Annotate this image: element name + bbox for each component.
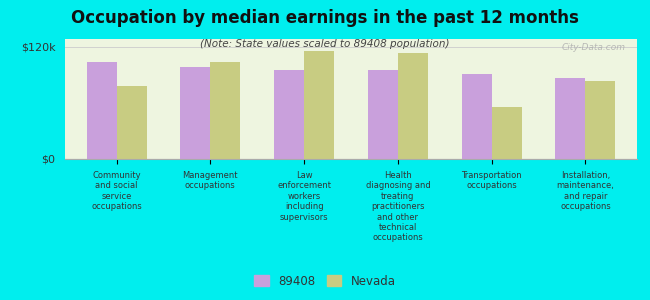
Bar — [116, 86, 147, 159]
Bar — [368, 70, 398, 159]
Text: Health
diagnosing and
treating
practitioners
and other
technical
occupations: Health diagnosing and treating practitio… — [365, 171, 430, 242]
Text: Occupation by median earnings in the past 12 months: Occupation by median earnings in the pas… — [71, 9, 579, 27]
Text: Installation,
maintenance,
and repair
occupations: Installation, maintenance, and repair oc… — [556, 171, 614, 211]
Bar — [86, 62, 116, 159]
Bar — [274, 70, 304, 159]
Bar — [304, 51, 334, 159]
Bar — [586, 81, 616, 159]
Text: City-Data.com: City-Data.com — [562, 43, 625, 52]
Text: Management
occupations: Management occupations — [183, 171, 238, 190]
Text: Law
enforcement
workers
including
supervisors: Law enforcement workers including superv… — [277, 171, 331, 222]
Bar — [555, 78, 586, 159]
Bar — [491, 107, 522, 159]
Text: Community
and social
service
occupations: Community and social service occupations — [91, 171, 142, 211]
Legend: 89408, Nevada: 89408, Nevada — [251, 271, 399, 291]
Bar — [398, 53, 428, 159]
Text: Transportation
occupations: Transportation occupations — [462, 171, 522, 190]
Bar — [180, 67, 211, 159]
Bar — [211, 62, 240, 159]
Bar — [462, 74, 491, 159]
Text: (Note: State values scaled to 89408 population): (Note: State values scaled to 89408 popu… — [200, 39, 450, 49]
